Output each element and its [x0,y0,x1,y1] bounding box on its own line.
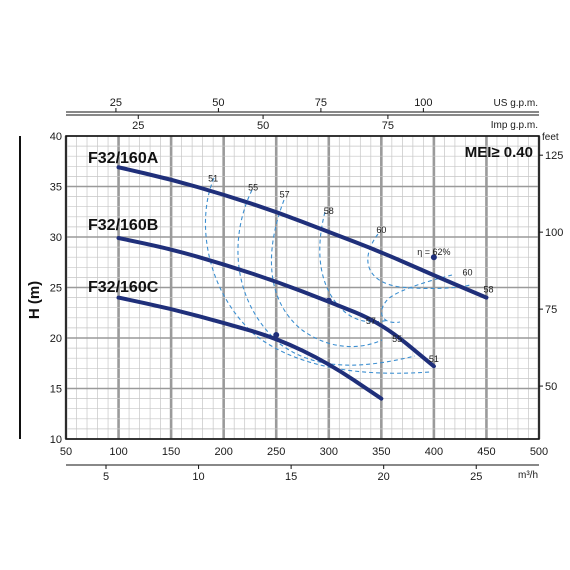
series-label: F32/160B [88,217,158,234]
efficiency-label: 55 [392,334,402,344]
efficiency-label: 60 [376,225,386,235]
efficiency-label: 51 [429,354,439,364]
x-tick-label: 400 [425,446,443,458]
x-tick-label: 200 [214,446,232,458]
imp-gpm-tick-label: 75 [382,120,394,132]
feet-tick-label: 75 [545,304,557,316]
efficiency-contour [367,233,471,290]
right-feet-unit: feet [542,132,559,143]
efficiency-contour [381,274,453,323]
y-tick-label: 30 [50,232,62,244]
plot-frame [65,135,540,440]
efficiency-label: 57 [366,316,376,326]
efficiency-label: 58 [324,206,334,216]
x-tick-label: 250 [267,446,285,458]
bep-marker [325,297,332,304]
bep-marker [273,331,280,338]
series-line-1 [116,165,489,300]
efficiency-contour [237,189,416,366]
x-tick-label: 300 [320,446,338,458]
y-axis-label: H (m) [26,281,43,319]
m3h-tick-label: 15 [285,471,297,483]
y-tick-label: 20 [50,333,62,345]
y-tick-label: 10 [50,434,62,446]
m3h-tick-label: 5 [103,471,109,483]
y-tick-label: 25 [50,283,62,295]
efficiency-label: 58 [484,285,494,295]
x-tick-label: 150 [162,446,180,458]
efficiency-contour [270,199,383,348]
series-label: F32/160C [88,279,159,296]
feet-tick-label: 100 [545,227,563,239]
series-line-2 [116,236,436,369]
series-label: F32/160A [88,150,159,167]
efficiency-label: 51 [208,173,218,183]
efficiency-label: 60 [463,267,473,277]
feet-tick-label: 50 [545,381,557,393]
m3h-tick-label: 10 [192,471,204,483]
efficiency-label: 55 [248,183,258,193]
series-line-3 [116,295,384,401]
top-imp-unit: Imp g.p.m. [491,120,538,131]
imp-gpm-tick-label: 50 [257,120,269,132]
us-gpm-tick-label: 25 [110,97,122,109]
labels: 50 100 150 200 250 300 350 400 450 500 10 15 20 25 30 3… [50,97,564,483]
efficiency-label: 57 [280,190,290,200]
x-tick-label: 50 [60,446,72,458]
x-tick-label: 500 [530,446,548,458]
top-us-unit: US g.p.m. [494,98,538,109]
bep-marker [430,254,437,261]
x-tick-label: 450 [477,446,495,458]
m3h-tick-label: 20 [378,471,390,483]
series-lines [116,165,489,401]
y-tick-label: 40 [50,131,62,143]
us-gpm-tick-label: 75 [315,97,327,109]
bottom-m3h-unit: m³/h [518,470,538,481]
y-tick-label: 15 [50,384,62,396]
feet-tick-label: 125 [545,150,563,162]
m3h-tick-label: 25 [470,471,482,483]
imp-gpm-tick-label: 25 [132,120,144,132]
efficiency-label: η = 62% [417,247,450,257]
y-tick-label: 35 [50,182,62,194]
mei-annotation: MEI≥ 0.40 [465,144,533,161]
x-tick-label: 100 [109,446,127,458]
us-gpm-tick-label: 100 [414,97,432,109]
x-tick-label: 350 [372,446,390,458]
us-gpm-tick-label: 50 [212,97,224,109]
